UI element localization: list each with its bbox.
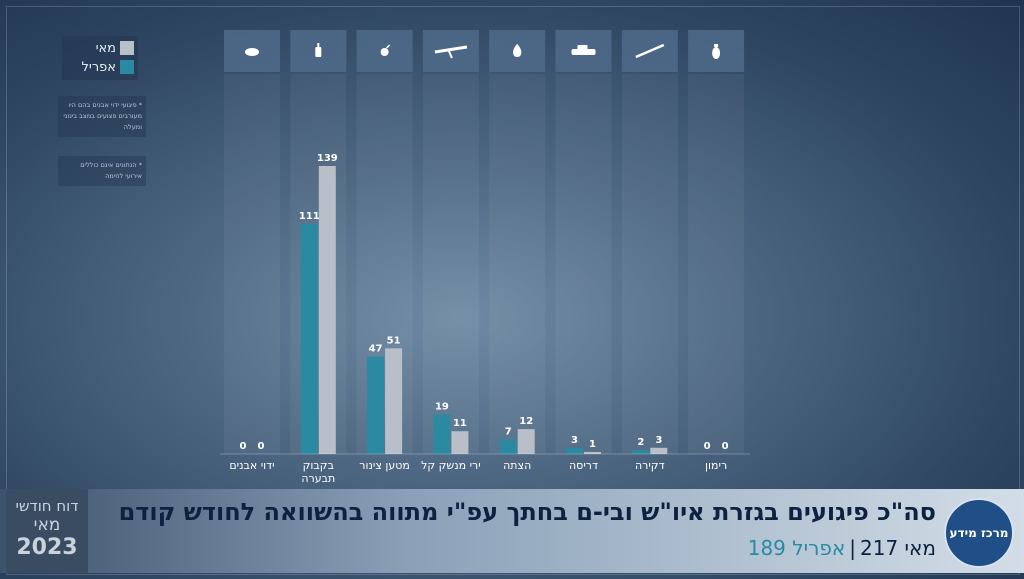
- footnote-combat: * הנתונים אינם כוללים אירועי לחימה: [58, 156, 146, 186]
- category-label: תבערה: [301, 472, 335, 485]
- data-label-april: 111: [299, 211, 320, 222]
- data-label-april: 7: [505, 426, 512, 437]
- data-label-april: 19: [435, 402, 449, 413]
- report-label: דוח חודשי: [15, 497, 79, 515]
- data-label-may: 3: [655, 435, 662, 446]
- bar-may: [451, 431, 469, 454]
- bar-april: [367, 356, 385, 454]
- bar-april: [566, 447, 583, 454]
- report-year: 2023: [16, 535, 78, 560]
- column-bg: [621, 74, 678, 454]
- legend-label-april: אפריל: [81, 59, 116, 75]
- data-label-april: 0: [240, 441, 247, 452]
- category-label: דריסה: [569, 459, 598, 472]
- category-label: בקבוק: [303, 459, 334, 472]
- data-label-may: 0: [258, 441, 265, 452]
- column-bg: [688, 74, 745, 454]
- data-label-may: 12: [519, 416, 533, 427]
- bar-april: [499, 439, 517, 454]
- fire-icon: [513, 44, 522, 57]
- totals-line: מאי 217|אפריל 189: [748, 536, 936, 560]
- data-label-april: 2: [637, 437, 644, 448]
- report-box: דוח חודשי מאי 2023: [6, 489, 88, 573]
- category-label: מטען צינור: [359, 459, 410, 472]
- legend-swatch-may: [120, 41, 134, 55]
- column-bg: [489, 74, 546, 454]
- molotov-icon: [315, 43, 322, 57]
- data-label-april: 3: [571, 435, 578, 446]
- data-label-may: 1: [589, 439, 596, 450]
- logo-text: מרכז מידע: [949, 526, 1009, 540]
- report-month: מאי: [33, 515, 61, 535]
- data-label-april: 47: [369, 344, 383, 355]
- bar-april: [632, 449, 650, 454]
- knife-icon: [635, 43, 665, 59]
- legend-label-may: מאי: [95, 40, 116, 56]
- bar-may: [584, 451, 601, 454]
- legend-item-may: מאי: [68, 40, 134, 56]
- car-icon: [571, 45, 596, 55]
- bar-may: [318, 166, 336, 454]
- pipe-bomb-icon: [380, 44, 391, 56]
- category-label: ירי מנשק קל: [421, 459, 481, 472]
- totals-separator: |: [849, 536, 857, 560]
- bar-may: [517, 429, 535, 454]
- column-bg: [290, 74, 347, 454]
- bar-april: [300, 224, 318, 454]
- chart-title: סה"כ פיגועים בגזרת איו"ש ובי-ם בחתך עפ"י…: [118, 498, 936, 526]
- column-bg: [422, 74, 479, 454]
- column-bg: [555, 74, 612, 454]
- column-bg: [224, 74, 280, 454]
- bar-may: [385, 348, 403, 454]
- april-total: אפריל 189: [747, 536, 846, 560]
- data-label-may: 0: [722, 441, 729, 452]
- data-label-may: 11: [453, 418, 467, 429]
- category-label: רימון: [705, 459, 727, 472]
- footnote-stones: * פיגועי ידוי אבנים בהם היו מעורבים פצוע…: [58, 96, 146, 137]
- rifle-icon: [434, 45, 468, 59]
- column-bg: [356, 74, 413, 454]
- data-label-may: 51: [387, 335, 401, 346]
- may-total: מאי 217: [860, 536, 936, 560]
- stone-icon: [245, 48, 259, 56]
- legend-swatch-april: [120, 60, 134, 74]
- data-label-may: 139: [317, 153, 338, 164]
- bar-may: [650, 447, 668, 454]
- grenade-icon: [712, 44, 721, 59]
- org-logo: מרכז מידע: [944, 498, 1014, 568]
- legend-item-april: אפריל: [68, 59, 134, 75]
- data-label-april: 0: [704, 441, 711, 452]
- footer-bar: [0, 489, 1024, 573]
- legend: מאי אפריל: [62, 36, 138, 80]
- category-label: דקירה: [635, 459, 665, 472]
- chart-frame: [6, 6, 1020, 575]
- category-label: הצתה: [503, 459, 531, 472]
- bar-april: [433, 414, 451, 454]
- category-label: ידוי אבנים: [229, 459, 274, 472]
